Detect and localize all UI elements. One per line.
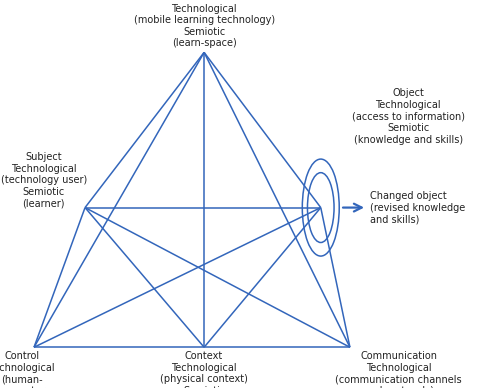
Text: Tool
Technological
(mobile learning technology)
Semiotic
(learn-space): Tool Technological (mobile learning tech… [134, 0, 275, 48]
Text: Context
Technological
(physical context)
Semiotic
(community): Context Technological (physical context)… [160, 351, 248, 388]
Text: Subject
Technological
(technology user)
Semiotic
(learner): Subject Technological (technology user) … [0, 152, 87, 209]
Text: Communication
Technological
(communication channels
and protocols)
Semiotic
(con: Communication Technological (communicati… [328, 351, 469, 388]
Text: Object
Technological
(access to information)
Semiotic
(knowledge and skills): Object Technological (access to informat… [352, 88, 465, 145]
Text: Control
Technological
(human-
computer
interaction)
Semiotic
(social rules): Control Technological (human- computer i… [0, 351, 55, 388]
Text: Changed object
(revised knowledge
and skills): Changed object (revised knowledge and sk… [370, 191, 466, 224]
